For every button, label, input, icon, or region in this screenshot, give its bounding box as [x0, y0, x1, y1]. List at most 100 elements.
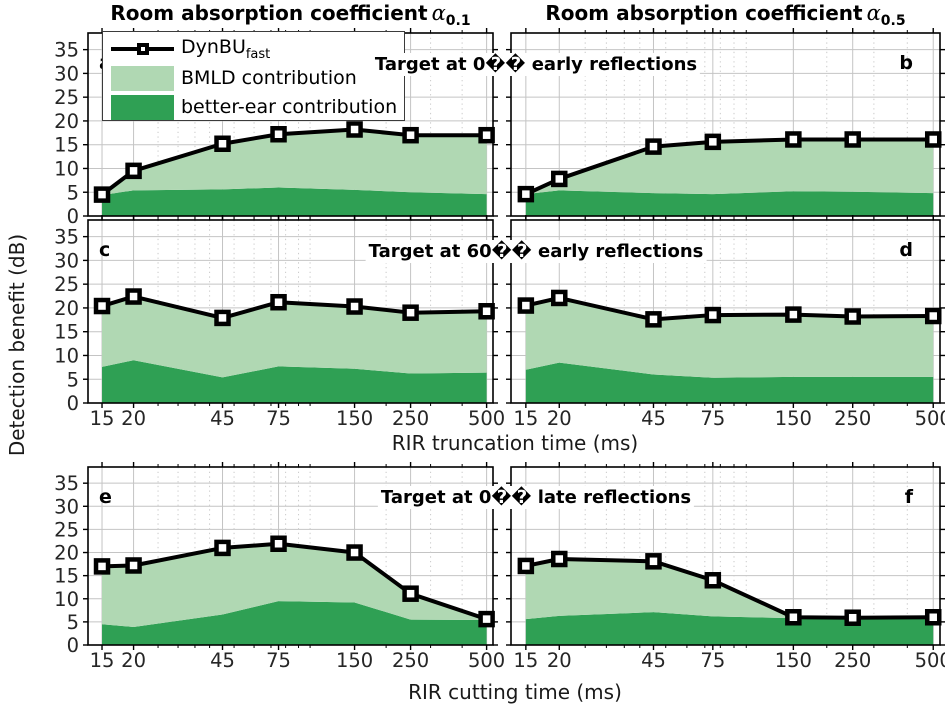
y-tick-label: 35 [54, 39, 79, 62]
dynbu-marker [704, 133, 722, 151]
x-tick-label: 250 [834, 649, 871, 672]
bmld-area [102, 129, 487, 196]
x-tick-label: 500 [915, 649, 945, 672]
dynbu-marker [924, 131, 942, 148]
legend-item-bmld: BMLD contribution [103, 64, 404, 92]
dynbu-marker [125, 162, 142, 180]
y-tick-label: 15 [54, 134, 79, 157]
y-tick-label: 25 [54, 273, 79, 296]
dynbu-marker [924, 609, 942, 626]
dynbu-marker [478, 610, 495, 628]
x-tick-label: 75 [266, 649, 291, 672]
dynbu-marker [214, 135, 231, 153]
y-tick-label: 15 [54, 565, 79, 588]
y-tick-label: 0 [67, 634, 79, 657]
dynbu-marker [478, 126, 495, 144]
dynbu-marker [270, 125, 287, 143]
axis-frame [510, 219, 941, 404]
x-tick-label: 45 [641, 407, 666, 430]
dynbu-marker [402, 304, 419, 321]
dynbu-marker [645, 553, 662, 570]
axis-frame [87, 466, 494, 646]
x-tick-label: 15 [90, 649, 115, 672]
row-title-1: Target at 0�� early reflections [371, 53, 701, 76]
panel-letter-d: d [899, 239, 913, 261]
y-tick-label: 25 [54, 518, 79, 541]
y-tick-label: 30 [54, 495, 79, 518]
y-tick-label: 5 [67, 368, 79, 391]
legend-item-better-ear: better-ear contribution [103, 93, 404, 121]
y-tick-label: 35 [54, 472, 79, 495]
y-tick-label: 30 [54, 249, 79, 272]
dynbu-marker [785, 609, 802, 626]
x-tick-label: 500 [468, 649, 505, 672]
y-tick-label: 25 [54, 86, 79, 109]
x-tick-label: 45 [210, 649, 235, 672]
x-tick-label: 250 [392, 407, 429, 430]
x-axis-label-cutting: RIR cutting time (ms) [408, 680, 622, 704]
x-tick-label: 20 [121, 649, 146, 672]
alpha-symbol: α [866, 1, 881, 25]
better-ear-area [525, 612, 934, 645]
row-title-2: Target at 60�� early reflections [365, 240, 707, 263]
dynbu-marker [645, 138, 662, 155]
axis-frame [510, 466, 941, 646]
column-title-left: Room absorption coefficient α0.1 [88, 1, 493, 29]
alpha-symbol: α [431, 1, 446, 25]
dynbu-marker [551, 170, 568, 188]
panel-f: 15 20 45 75 150 250 500 [506, 462, 945, 672]
y-tick-label: 15 [54, 321, 79, 344]
bmld-area [525, 139, 934, 195]
x-tick-label: 15 [513, 407, 538, 430]
bmld-area [525, 297, 934, 378]
x-axis-label-truncation: RIR truncation time (ms) [391, 431, 639, 455]
x-tick-label: 75 [266, 407, 291, 430]
dynbu-marker [551, 289, 568, 307]
dynbu-marker [93, 558, 111, 575]
dynbu-marker [346, 544, 363, 561]
column-title-right: Room absorption coefficient α0.5 [511, 1, 940, 29]
dynbu-marker [93, 297, 111, 315]
y-tick-label: 5 [67, 611, 79, 634]
y-tick-label: 0 [67, 205, 79, 228]
x-tick-label: 150 [336, 649, 373, 672]
y-tick-label: 20 [54, 110, 79, 133]
y-tick-label: 30 [54, 62, 79, 85]
dynbu-marker [214, 309, 231, 327]
legend-better-ear-swatch-icon [111, 94, 174, 120]
x-tick-label: 20 [547, 649, 572, 672]
panel-letter-c: c [99, 239, 111, 261]
x-tick-label: 150 [775, 407, 812, 430]
dynbu-marker [270, 293, 287, 311]
x-tick-label: 250 [392, 649, 429, 672]
dynbu-marker [125, 557, 142, 574]
y-tick-label: 10 [54, 157, 79, 180]
y-tick-label: 0 [67, 392, 79, 415]
dynbu-marker [924, 307, 942, 325]
legend: DynBUfast BMLD contribution better-ear c… [102, 31, 405, 121]
legend-label-dynbu-subscript: fast [245, 46, 271, 62]
x-tick-label: 45 [210, 407, 235, 430]
dynbu-marker [517, 297, 535, 314]
legend-line-marker-sample [111, 37, 174, 62]
dynbu-marker [478, 303, 495, 320]
panel-letter-f: f [904, 486, 913, 508]
better-ear-area [525, 190, 934, 216]
dynbu-marker [346, 121, 363, 138]
legend-label-better-ear: better-ear contribution [181, 96, 398, 118]
dynbu-marker [125, 288, 142, 305]
dynbu-marker [517, 185, 535, 203]
dynbu-marker [785, 131, 802, 148]
legend-bmld-swatch-icon [111, 65, 174, 91]
x-tick-label: 150 [336, 407, 373, 430]
better-ear-area [102, 360, 487, 403]
x-tick-label: 500 [468, 407, 505, 430]
y-tick-label: 20 [54, 297, 79, 320]
y-tick-label: 20 [54, 542, 79, 565]
axis-frame [87, 219, 494, 404]
legend-label-dynbu: DynBUfast [181, 36, 270, 62]
dynbu-marker [402, 126, 419, 144]
x-tick-label: 20 [121, 407, 146, 430]
